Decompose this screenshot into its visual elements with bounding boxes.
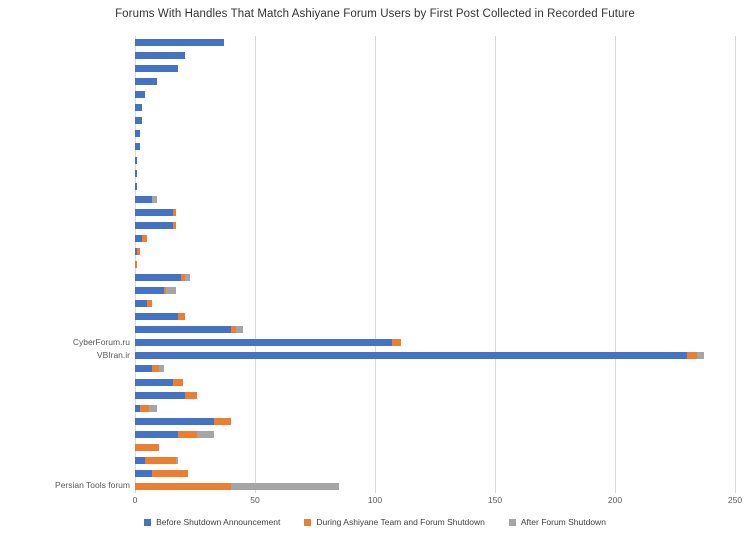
bar-segment — [175, 456, 179, 464]
bar-segment — [135, 339, 392, 347]
bar-segment — [163, 287, 167, 295]
bar-segment — [135, 39, 224, 47]
bar-segment — [135, 352, 687, 360]
bar-segment — [135, 117, 143, 125]
legend-item: After Forum Shutdown — [508, 517, 606, 527]
x-tick-label-50: 50 — [250, 495, 260, 505]
bar-segment — [144, 456, 176, 464]
bar-segment — [135, 287, 164, 295]
bar-segment — [135, 365, 152, 373]
bar-segment — [135, 91, 145, 99]
x-tick-label-100: 100 — [367, 495, 383, 505]
plot-area: CyberForum.ru VBIran.ir Persian Tools foru… — [55, 36, 736, 493]
legend: Before Shutdown Announcement During Ashiy… — [0, 517, 750, 527]
bar-segment — [135, 208, 174, 216]
bar-segment — [135, 326, 231, 334]
gridline-x-100 — [375, 36, 376, 493]
x-tick-label-200: 200 — [607, 495, 623, 505]
bar-segment — [151, 469, 188, 477]
bar-segment — [135, 313, 179, 321]
bar-segment — [135, 261, 138, 268]
bar-segment — [231, 326, 236, 334]
bar-segment — [185, 391, 198, 399]
bar-segment — [135, 378, 174, 386]
gridline-x-200 — [615, 36, 616, 493]
bar-segment — [149, 404, 157, 412]
bar-segment — [135, 234, 143, 242]
bar-segment — [135, 456, 145, 464]
chart-title: Forums With Handles That Match Ashiyane … — [115, 8, 635, 20]
gridline-x-50 — [255, 36, 256, 493]
gridline-x-250 — [735, 36, 736, 493]
gridline-x-150 — [495, 36, 496, 493]
legend-item: Before Shutdown Announcement — [144, 517, 280, 527]
bar-segment — [135, 182, 138, 190]
bar-segment — [135, 104, 143, 112]
bar-segment — [151, 195, 157, 203]
legend-swatch-icon — [144, 518, 152, 526]
bar-segment — [173, 208, 176, 216]
bar-segment — [135, 482, 231, 490]
bar-segment — [135, 443, 159, 451]
category-label: CyberForum.ru — [72, 336, 130, 347]
bar-segment — [135, 65, 179, 73]
x-tick-label-150: 150 — [487, 495, 503, 505]
bar-segment — [231, 482, 339, 490]
bar-segment — [151, 365, 159, 373]
bar-segment — [135, 156, 138, 164]
legend-swatch-icon — [304, 518, 312, 526]
x-tick-label-0: 0 — [132, 495, 138, 505]
bar-segment — [135, 130, 140, 138]
x-tick-label-250: 250 — [727, 495, 743, 505]
bar-segment — [391, 339, 402, 347]
bar-segment — [135, 143, 140, 151]
bar-segment — [135, 52, 186, 60]
bar-segment — [696, 352, 704, 360]
bar-segment — [135, 469, 152, 477]
bar-segment — [173, 378, 183, 386]
bar-segment — [159, 365, 164, 373]
bar-segment — [185, 274, 191, 282]
bar-segment — [173, 221, 176, 229]
category-label: VBIran.ir — [96, 349, 130, 360]
x-axis: 0 50 100 150 200 250 — [132, 495, 742, 507]
bar-segment — [142, 234, 147, 242]
bar-segment — [135, 417, 215, 425]
bar-segment — [178, 430, 198, 438]
legend-swatch-icon — [508, 518, 516, 526]
legend-label: After Forum Shutdown — [520, 517, 606, 527]
bar-segment — [135, 430, 179, 438]
bar-segment — [197, 430, 215, 438]
legend-label: During Ashiyane Team and Forum Shutdown — [316, 517, 485, 527]
legend-label: Before Shutdown Announcement — [156, 517, 281, 527]
bar-segment — [135, 300, 147, 308]
bar-segment — [147, 300, 152, 308]
bar-segment — [139, 404, 150, 412]
bar-segment — [180, 274, 186, 282]
bar-segment — [235, 326, 243, 334]
bar-segment — [137, 247, 140, 255]
bar-segment — [135, 78, 157, 86]
legend-item: During Ashiyane Team and Forum Shutdown — [304, 517, 485, 527]
bar-segment — [135, 404, 140, 412]
bar-segment — [135, 195, 152, 203]
bar-segment — [687, 352, 697, 360]
bar-segment — [135, 391, 186, 399]
bar-segment — [214, 417, 231, 425]
category-label: Persian Tools forum — [55, 480, 130, 491]
bar-segment — [166, 287, 176, 295]
bar-segment — [135, 247, 138, 255]
bar-segment — [135, 221, 174, 229]
bar-segment — [135, 274, 181, 282]
bar-segment — [178, 313, 186, 321]
bar-segment — [135, 169, 138, 177]
